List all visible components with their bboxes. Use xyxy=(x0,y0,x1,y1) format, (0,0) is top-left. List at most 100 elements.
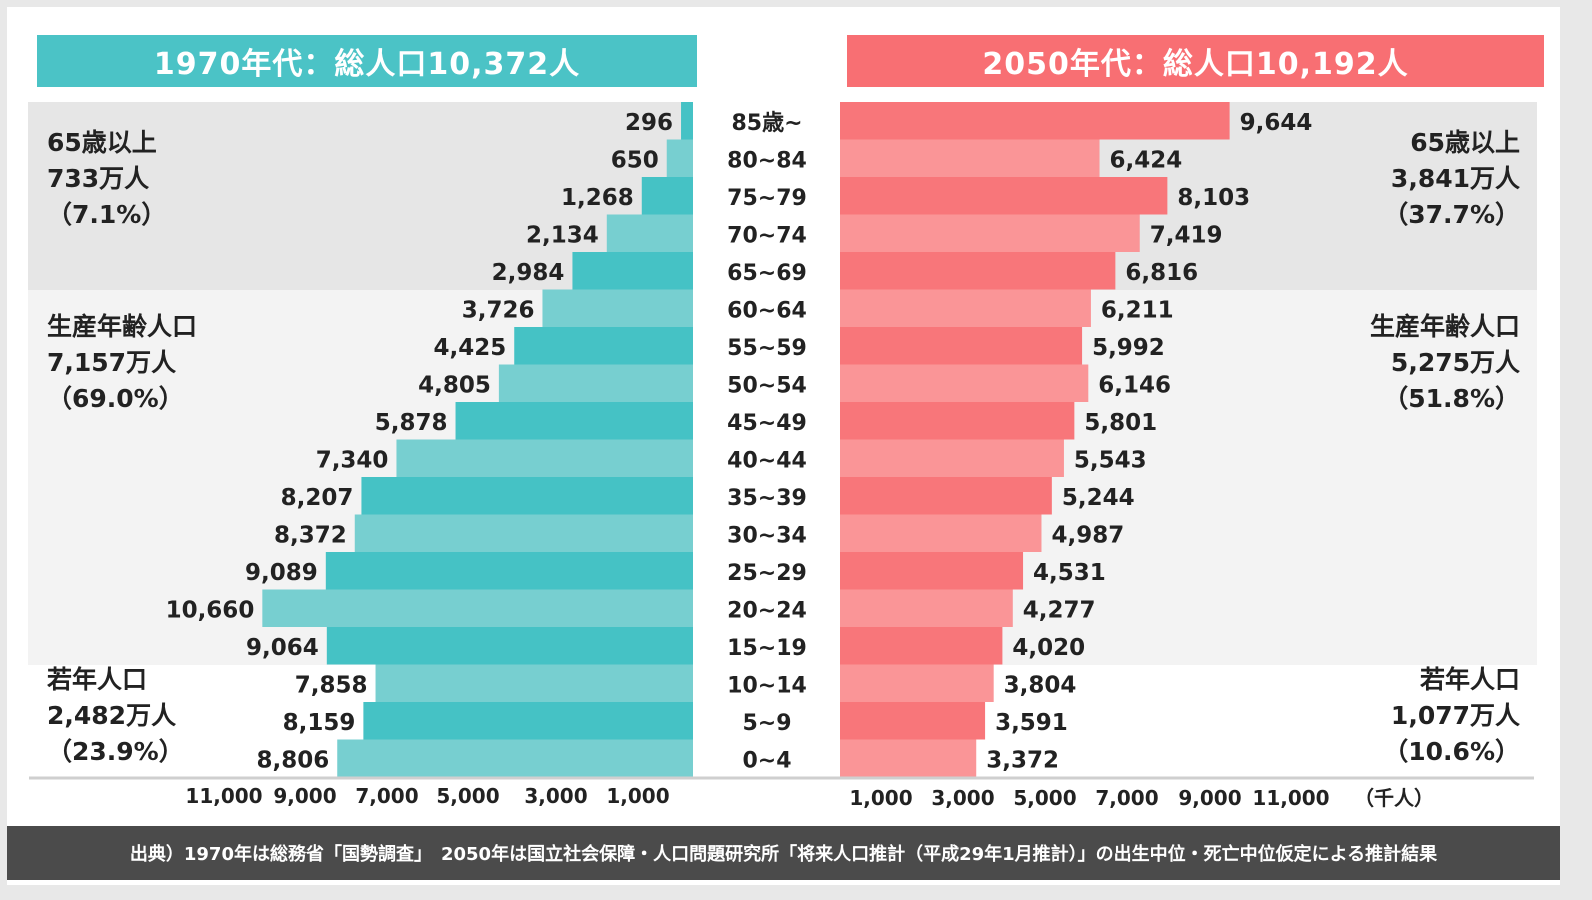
bar-label-1970-0: 296 xyxy=(625,110,673,136)
bar-label-1970-15: 7,858 xyxy=(295,672,368,698)
age-label-10: 35~39 xyxy=(727,486,807,511)
bar-2050-17 xyxy=(840,739,977,777)
bar-label-1970-4: 2,984 xyxy=(492,260,565,286)
bar-2050-4 xyxy=(840,252,1116,290)
bar-label-1970-9: 7,340 xyxy=(316,447,389,473)
bar-label-1970-16: 8,159 xyxy=(283,710,356,736)
age-label-4: 65~69 xyxy=(727,261,807,286)
bar-2050-6 xyxy=(840,327,1083,365)
bar-1970-4 xyxy=(572,252,693,290)
age-label-14: 15~19 xyxy=(727,636,807,661)
bar-1970-12 xyxy=(325,552,693,590)
bar-label-2050-7: 6,146 xyxy=(1098,372,1171,398)
bar-2050-11 xyxy=(840,514,1042,552)
age-label-5: 60~64 xyxy=(727,298,807,323)
bar-2050-16 xyxy=(840,702,986,740)
tick-2050-3: 7,000 xyxy=(1095,786,1158,810)
bar-1970-14 xyxy=(326,627,693,665)
age-label-3: 70~74 xyxy=(727,223,807,248)
bar-1970-9 xyxy=(396,439,693,477)
bar-label-2050-3: 7,419 xyxy=(1150,222,1223,248)
bar-2050-8 xyxy=(840,402,1075,440)
tick-1970-2: 7,000 xyxy=(355,784,418,808)
age-label-8: 45~49 xyxy=(727,411,807,436)
tick-2050-2: 5,000 xyxy=(1013,786,1076,810)
bar-2050-5 xyxy=(840,289,1091,327)
bar-label-1970-11: 8,372 xyxy=(274,522,347,548)
bar-1970-11 xyxy=(354,514,693,552)
bar-2050-9 xyxy=(840,439,1064,477)
bar-label-2050-8: 5,801 xyxy=(1084,410,1157,436)
bar-2050-14 xyxy=(840,627,1003,665)
tick-2050-4: 9,000 xyxy=(1178,786,1241,810)
age-label-1: 80~84 xyxy=(727,148,807,173)
tick-1970-3: 5,000 xyxy=(436,784,499,808)
bar-2050-1 xyxy=(840,139,1100,177)
bar-label-1970-8: 5,878 xyxy=(375,410,448,436)
bar-label-2050-1: 6,424 xyxy=(1110,147,1183,173)
bar-label-2050-5: 6,211 xyxy=(1101,297,1174,323)
bar-label-2050-11: 4,987 xyxy=(1051,522,1124,548)
bar-label-2050-4: 6,816 xyxy=(1125,260,1198,286)
bar-2050-12 xyxy=(840,552,1024,590)
bar-label-1970-7: 4,805 xyxy=(418,372,491,398)
bar-label-1970-13: 10,660 xyxy=(166,597,255,623)
bar-1970-7 xyxy=(498,364,693,402)
bar-1970-1 xyxy=(666,139,693,177)
tick-1970-5: 1,000 xyxy=(606,784,669,808)
age-label-2: 75~79 xyxy=(727,186,807,211)
bar-label-1970-12: 9,089 xyxy=(245,560,318,586)
tick-1970-1: 9,000 xyxy=(273,784,336,808)
bar-1970-13 xyxy=(262,589,693,627)
bar-label-2050-2: 8,103 xyxy=(1177,185,1250,211)
population-pyramid: 296 9,644 85歳~ 650 6,424 80~84 1,268 8,103 75~79… xyxy=(29,102,1534,810)
bar-1970-6 xyxy=(514,327,693,365)
age-label-12: 25~29 xyxy=(727,561,807,586)
bar-label-1970-1: 650 xyxy=(611,147,659,173)
bar-1970-10 xyxy=(361,477,693,515)
bar-label-1970-3: 2,134 xyxy=(526,222,599,248)
young-summary-2050: 若年人口 1,077万人 （10.6%） xyxy=(1383,665,1520,766)
age-label-0: 85歳~ xyxy=(731,111,802,136)
elderly-summary-1970: 65歳以上 733万人 （7.1%） xyxy=(47,128,167,229)
bar-label-2050-6: 5,992 xyxy=(1092,335,1165,361)
bar-label-1970-14: 9,064 xyxy=(246,635,319,661)
working-summary-1970: 生産年齢人口 7,157万人 （69.0%） xyxy=(47,312,198,413)
bar-1970-3 xyxy=(606,214,693,252)
bar-1970-2 xyxy=(641,177,693,215)
age-label-7: 50~54 xyxy=(727,373,807,398)
bar-label-1970-10: 8,207 xyxy=(281,485,354,511)
bar-label-2050-15: 3,804 xyxy=(1004,672,1077,698)
age-label-17: 0~4 xyxy=(742,748,791,773)
age-label-13: 20~24 xyxy=(727,598,807,623)
elderly-summary-2050: 65歳以上 3,841万人 （37.7%） xyxy=(1383,128,1520,229)
age-label-9: 40~44 xyxy=(727,448,807,473)
bar-2050-2 xyxy=(840,177,1168,215)
bar-2050-3 xyxy=(840,214,1140,252)
bar-1970-15 xyxy=(375,664,693,702)
bar-label-1970-2: 1,268 xyxy=(561,185,634,211)
bar-label-2050-12: 4,531 xyxy=(1033,560,1106,586)
bar-label-2050-9: 5,543 xyxy=(1074,447,1147,473)
bar-label-1970-5: 3,726 xyxy=(462,297,535,323)
bar-1970-17 xyxy=(337,739,693,777)
header-2050: 2050年代：総人口10,192人 xyxy=(847,35,1544,87)
bar-1970-0 xyxy=(681,102,693,140)
tick-1970-0: 11,000 xyxy=(185,784,262,808)
bar-label-2050-14: 4,020 xyxy=(1012,635,1085,661)
young-summary-1970: 若年人口 2,482万人 （23.9%） xyxy=(47,665,184,766)
header-1970: 1970年代：総人口10,372人 xyxy=(37,35,697,87)
bar-1970-16 xyxy=(363,702,693,740)
bar-label-2050-10: 5,244 xyxy=(1062,485,1135,511)
bar-label-2050-17: 3,372 xyxy=(986,747,1059,773)
bar-1970-5 xyxy=(542,289,693,327)
tick-2050-1: 3,000 xyxy=(931,786,994,810)
bar-1970-8 xyxy=(455,402,693,440)
age-label-11: 30~34 xyxy=(727,523,807,548)
bar-label-2050-13: 4,277 xyxy=(1023,597,1096,623)
bar-label-1970-17: 8,806 xyxy=(256,747,329,773)
tick-2050-5: 11,000 xyxy=(1252,786,1329,810)
age-label-column xyxy=(693,102,840,777)
age-label-6: 55~59 xyxy=(727,336,807,361)
bar-label-1970-6: 4,425 xyxy=(433,335,506,361)
